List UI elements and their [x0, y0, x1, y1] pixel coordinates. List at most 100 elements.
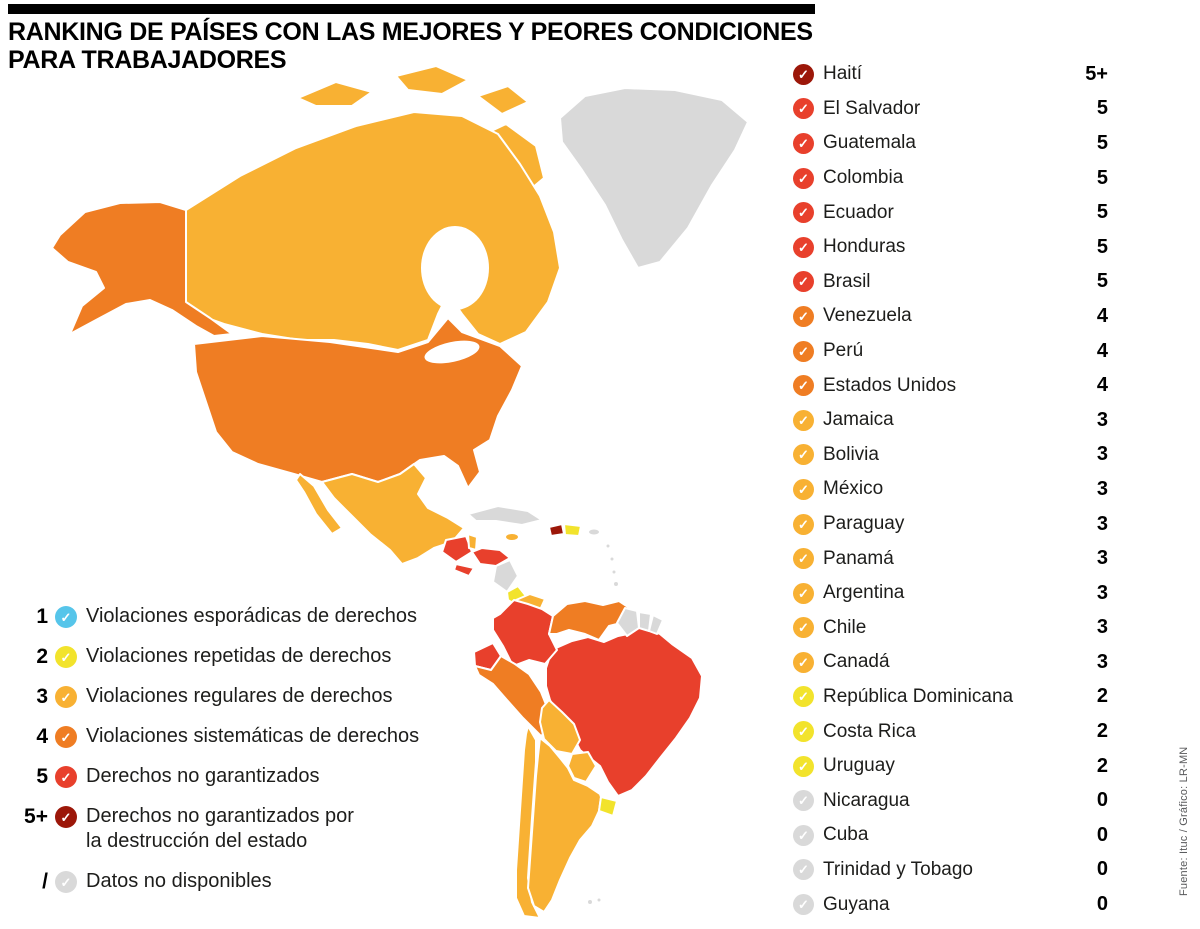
score-value: 2: [1096, 720, 1108, 743]
map-country-dominican-republic: [563, 523, 582, 537]
legend-label: Violaciones sistemáticas de derechos: [86, 725, 420, 747]
check-badge-icon: ✓: [793, 686, 814, 708]
map-country-colombia: [492, 599, 558, 667]
check-badge-icon: ✓: [793, 617, 814, 639]
score-value: 3: [1096, 443, 1108, 466]
map-country-canada-island: [477, 85, 529, 115]
check-badge-icon: ✓: [793, 375, 814, 397]
ranking-row: ✓ Canadá 3: [793, 645, 1108, 680]
country-label: Honduras: [823, 236, 906, 258]
score-value: 5: [1096, 131, 1108, 154]
legend-item: 4 ✓ Violaciones sistemáticas de derechos: [10, 724, 440, 749]
map-country-trinidad: [612, 580, 620, 588]
score-value: 4: [1096, 339, 1108, 362]
check-badge-icon: ✓: [793, 513, 814, 535]
ranking-row: ✓ Paraguay 3: [793, 507, 1108, 542]
check-badge-icon: ✓: [793, 444, 814, 466]
country-label: El Salvador: [823, 97, 921, 119]
country-label: Venezuela: [823, 305, 912, 327]
check-badge-icon: ✓: [55, 806, 77, 828]
score-value: 0: [1096, 823, 1108, 846]
score-value: 4: [1096, 374, 1108, 397]
country-label: Panamá: [823, 547, 894, 569]
country-label: República Dominicana: [823, 685, 1014, 707]
legend-rating-number: 4: [36, 725, 48, 748]
legend-label: Violaciones regulares de derechos: [86, 685, 393, 707]
map-lesser-antilles: [604, 542, 612, 550]
country-label: Jamaica: [823, 409, 894, 431]
legend-item: 3 ✓ Violaciones regulares de derechos: [10, 684, 440, 709]
map-country-uruguay: [598, 796, 618, 817]
ranking-row: ✓ Trinidad y Tobago 0: [793, 853, 1108, 888]
map-country-puerto-rico: [587, 527, 601, 537]
check-badge-icon: ✓: [793, 582, 814, 604]
check-badge-icon: ✓: [55, 726, 77, 748]
map-country-canada-island: [395, 65, 469, 95]
check-badge-icon: ✓: [793, 202, 814, 224]
map-lesser-antilles: [610, 568, 618, 576]
legend-rating-number: /: [42, 870, 48, 893]
country-label: Guyana: [823, 893, 890, 915]
map-country-guatemala: [441, 535, 473, 563]
map-country-mexico-baja: [295, 473, 343, 535]
map-lesser-antilles: [608, 555, 616, 563]
country-label: Brasil: [823, 270, 871, 292]
ranking-row: ✓ República Dominicana 2: [793, 680, 1108, 715]
ranking-row: ✓ México 3: [793, 472, 1108, 507]
map-country-guyana: [616, 607, 640, 637]
ranking-row: ✓ Haití 5+: [793, 57, 1108, 92]
score-value: 3: [1096, 512, 1108, 535]
great-lakes: [424, 340, 480, 364]
score-value: 2: [1096, 685, 1108, 708]
score-value: 3: [1096, 581, 1108, 604]
check-badge-icon: ✓: [55, 686, 77, 708]
score-value: 5: [1096, 97, 1108, 120]
rating-scale-legend: 1 ✓ Violaciones esporádicas de derechos 2 ✓ V…: [10, 604, 440, 909]
legend-rating-number: 2: [36, 645, 48, 668]
check-badge-icon: ✓: [793, 824, 814, 846]
page-title-line2: PARA TRABAJADORES: [8, 46, 287, 74]
country-label: Trinidad y Tobago: [823, 858, 973, 880]
country-label: Ecuador: [823, 201, 894, 223]
country-label: Canadá: [823, 651, 890, 673]
check-badge-icon: ✓: [793, 548, 814, 570]
map-country-argentina: [527, 737, 602, 913]
ranking-row: ✓ Brasil 5: [793, 265, 1108, 300]
map-falkland-islands: [595, 896, 603, 904]
ranking-row: ✓ El Salvador 5: [793, 92, 1108, 127]
ranking-row: ✓ Costa Rica 2: [793, 714, 1108, 749]
ranking-list: ✓ Haití 5+ ✓ El Salvador 5 ✓ Guatemala 5 ✓ Colombi…: [793, 57, 1108, 922]
country-label: Uruguay: [823, 755, 895, 777]
score-value: 5: [1096, 201, 1108, 224]
legend-rating-number: 3: [36, 685, 48, 708]
check-badge-icon: ✓: [793, 790, 814, 812]
legend-label: Derechos no garantizados por la destrucc…: [86, 805, 354, 852]
map-country-jamaica: [504, 532, 520, 542]
country-label: Bolivia: [823, 443, 879, 465]
ranking-row: ✓ Colombia 5: [793, 161, 1108, 196]
map-country-french-guiana: [648, 614, 664, 635]
check-badge-icon: ✓: [793, 651, 814, 673]
check-badge-icon: ✓: [793, 167, 814, 189]
legend-label: Datos no disponibles: [86, 870, 272, 892]
check-badge-icon: ✓: [793, 132, 814, 154]
check-badge-icon: ✓: [793, 236, 814, 258]
map-country-belize: [467, 533, 478, 551]
country-label: Chile: [823, 616, 867, 638]
score-value: 5+: [1085, 62, 1108, 85]
check-badge-icon: ✓: [793, 755, 814, 777]
score-value: 5: [1096, 270, 1108, 293]
score-value: 4: [1096, 304, 1108, 327]
check-badge-icon: ✓: [55, 606, 77, 628]
score-value: 3: [1096, 408, 1108, 431]
check-badge-icon: ✓: [55, 646, 77, 668]
map-country-el-salvador: [453, 563, 475, 577]
score-value: 3: [1096, 650, 1108, 673]
legend-item: 1 ✓ Violaciones esporádicas de derechos: [10, 604, 440, 629]
ranking-row: ✓ Perú 4: [793, 334, 1108, 369]
ranking-row: ✓ Chile 3: [793, 611, 1108, 646]
page-title: RANKING DE PAÍSES CON LAS MEJORES Y PEOR…: [8, 18, 813, 74]
ranking-row: ✓ Nicaragua 0: [793, 783, 1108, 818]
